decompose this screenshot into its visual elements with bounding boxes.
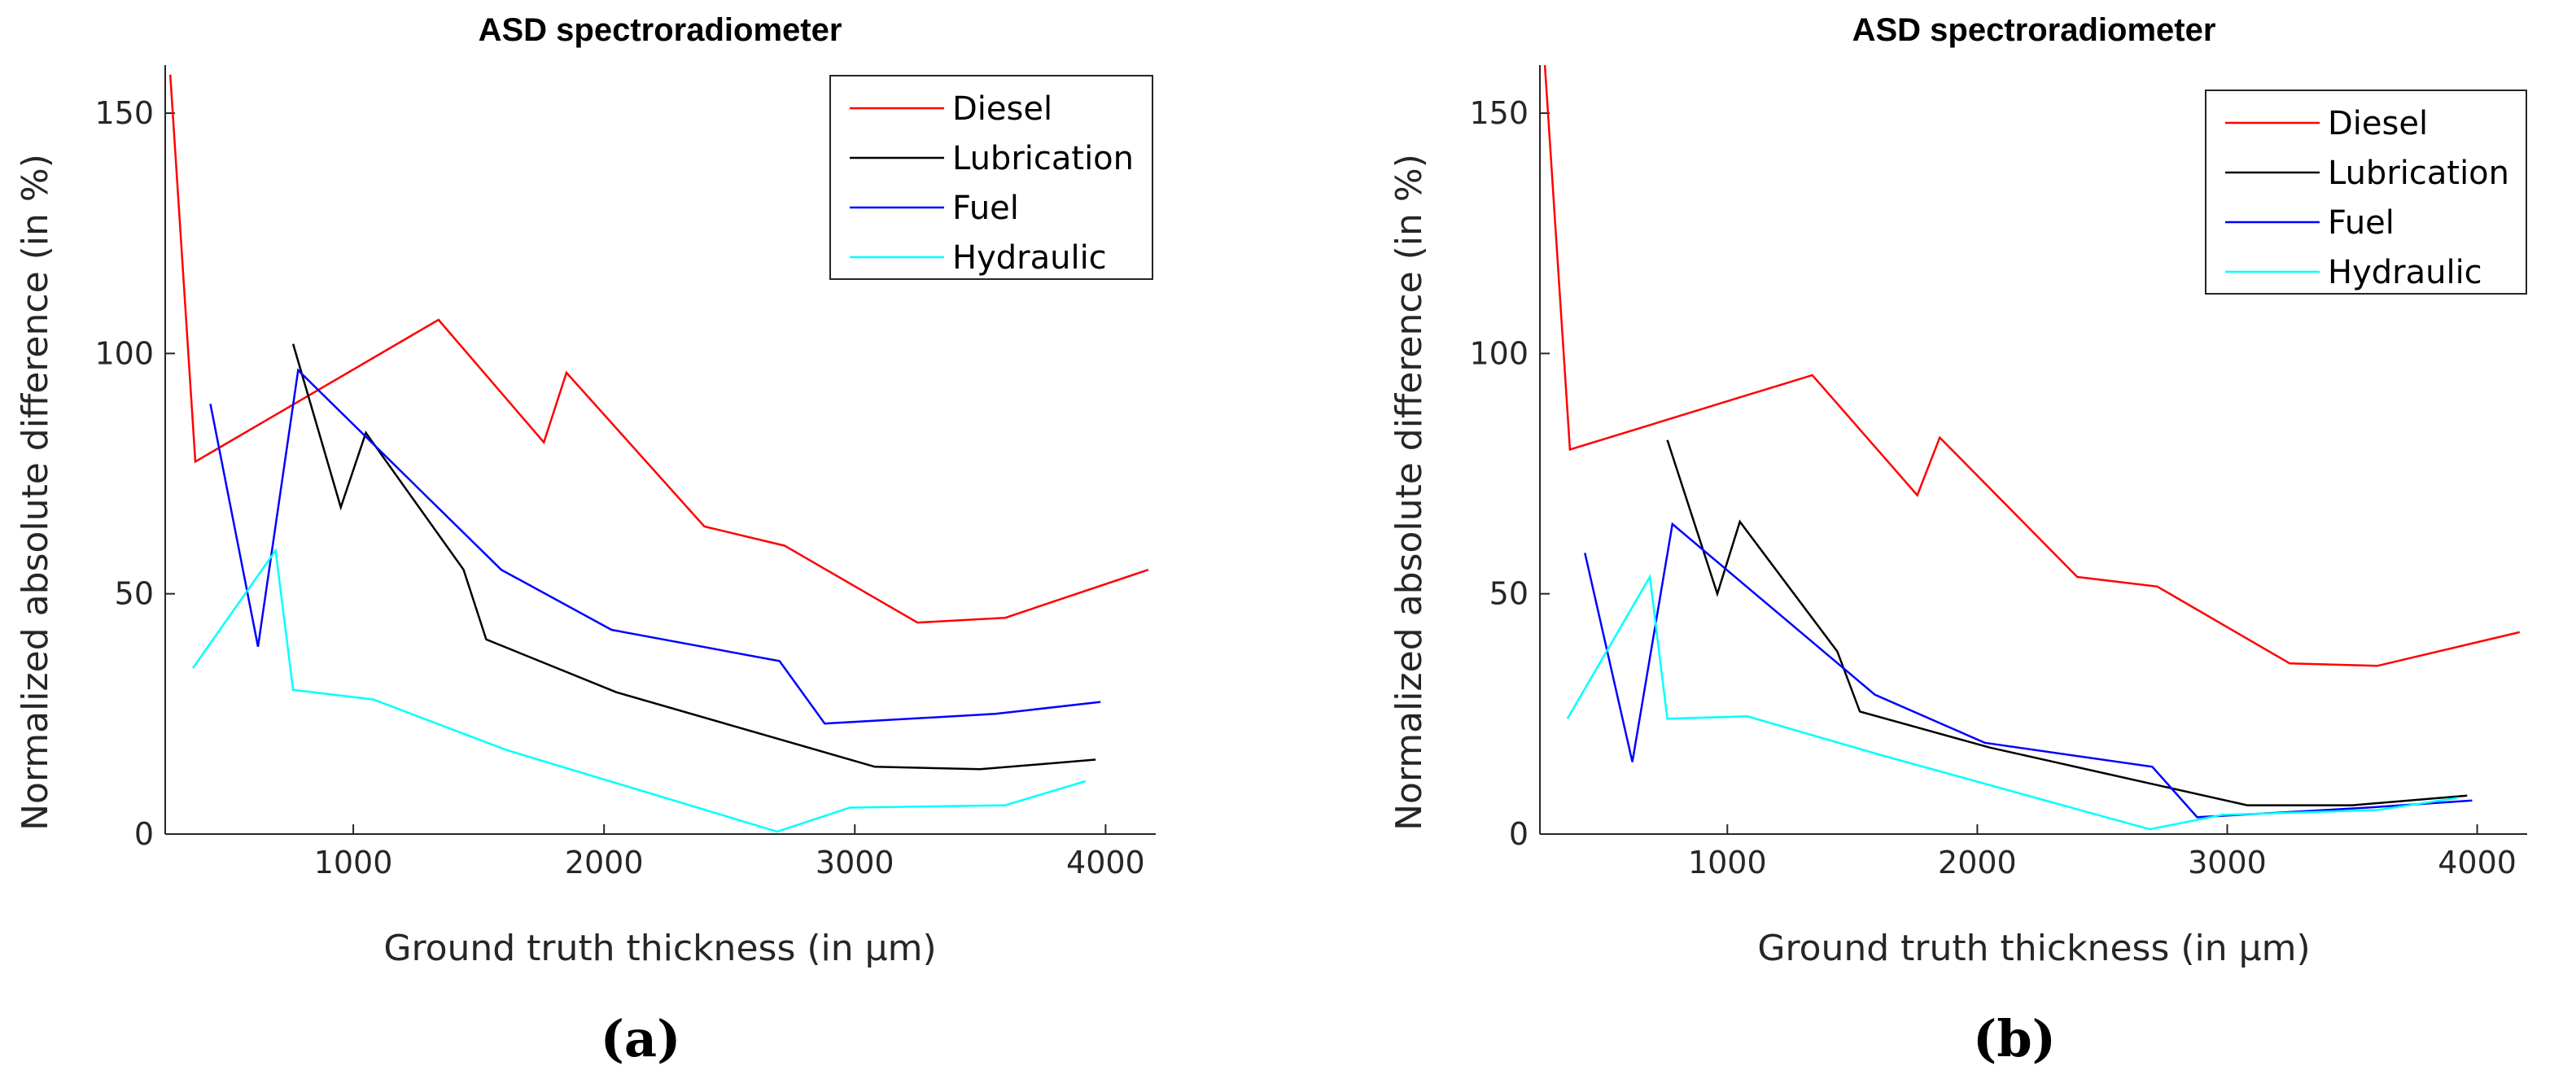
- legend-box-a: [829, 75, 1153, 280]
- legend-label-fuel-a: Fuel: [952, 190, 1019, 227]
- series-line-fuel-b: [1584, 522, 2473, 819]
- legend-label-hydraulic-b: Hydraulic: [2328, 254, 2482, 291]
- y-axis-label-b: Normalized absolute difference (in %): [1389, 154, 1430, 831]
- panel-caption-b: (b): [1973, 1009, 2056, 1068]
- series-line-lubrication-b: [1666, 439, 2468, 806]
- y-tick-label-a: 0: [134, 816, 154, 852]
- legend-label-lubrication-b: Lubrication: [2328, 155, 2509, 192]
- y-tick-label-a: 50: [115, 576, 154, 612]
- x-tick-label-b: 3000: [2188, 845, 2267, 880]
- x-tick-label-a: 4000: [1066, 845, 1145, 880]
- panel-a: ASD spectroradiometer 1000 2000 3000 4000 0 5…: [15, 12, 1156, 1068]
- x-tick-label-a: 1000: [314, 845, 393, 880]
- x-tick-label-b: 4000: [2438, 845, 2517, 880]
- x-tick-label-b: 1000: [1688, 845, 1767, 880]
- legend-label-diesel-a: Diesel: [952, 90, 1052, 128]
- legend-label-hydraulic-a: Hydraulic: [952, 239, 1107, 277]
- x-tick-label-a: 2000: [565, 845, 644, 880]
- y-tick-label-a: 150: [94, 95, 154, 131]
- legend-label-lubrication-a: Lubrication: [952, 140, 1134, 177]
- series-line-hydraulic-b: [1566, 574, 2458, 831]
- y-tick-label-b: 50: [1489, 576, 1529, 612]
- chart-title-b: ASD spectroradiometer: [1852, 12, 2216, 48]
- legend-b: Diesel Lubrication Fuel Hydraulic: [2205, 90, 2527, 295]
- series-line-diesel-b: [1543, 65, 2521, 667]
- y-tick-label-a: 100: [94, 335, 154, 371]
- chart-title-a: ASD spectroradiometer: [479, 12, 842, 48]
- panel-b: ASD spectroradiometer 1000 2000 3000 4000 0 5…: [1389, 12, 2527, 1068]
- panel-caption-a: (a): [601, 1009, 681, 1068]
- y-axis-label-a: Normalized absolute difference (in %): [15, 154, 56, 831]
- x-axis-label-b: Ground truth thickness (in µm): [1757, 928, 2310, 969]
- y-tick-label-b: 100: [1469, 335, 1529, 371]
- legend-label-diesel-b: Diesel: [2328, 105, 2428, 142]
- series-line-diesel-a: [168, 74, 1149, 624]
- series-line-hydraulic-a: [191, 548, 1087, 833]
- x-axis-label-a: Ground truth thickness (in µm): [383, 928, 936, 969]
- x-tick-label-b: 2000: [1938, 845, 2017, 880]
- legend-a: Diesel Lubrication Fuel Hydraulic: [829, 75, 1153, 280]
- series-line-fuel-a: [209, 368, 1101, 725]
- y-tick-label-b: 0: [1509, 816, 1529, 852]
- plot-area-b: 1000 2000 3000 4000 0 50 100 150 Diesel Lubricati…: [1469, 65, 2527, 880]
- plot-area-a: 1000 2000 3000 4000 0 50 100 150 Diesel Lubricati…: [94, 65, 1156, 880]
- legend-label-fuel-b: Fuel: [2328, 204, 2394, 242]
- series-line-lubrication-a: [291, 343, 1096, 771]
- x-tick-label-a: 3000: [816, 845, 894, 880]
- legend-box-b: [2205, 90, 2527, 295]
- y-tick-label-b: 150: [1469, 95, 1529, 131]
